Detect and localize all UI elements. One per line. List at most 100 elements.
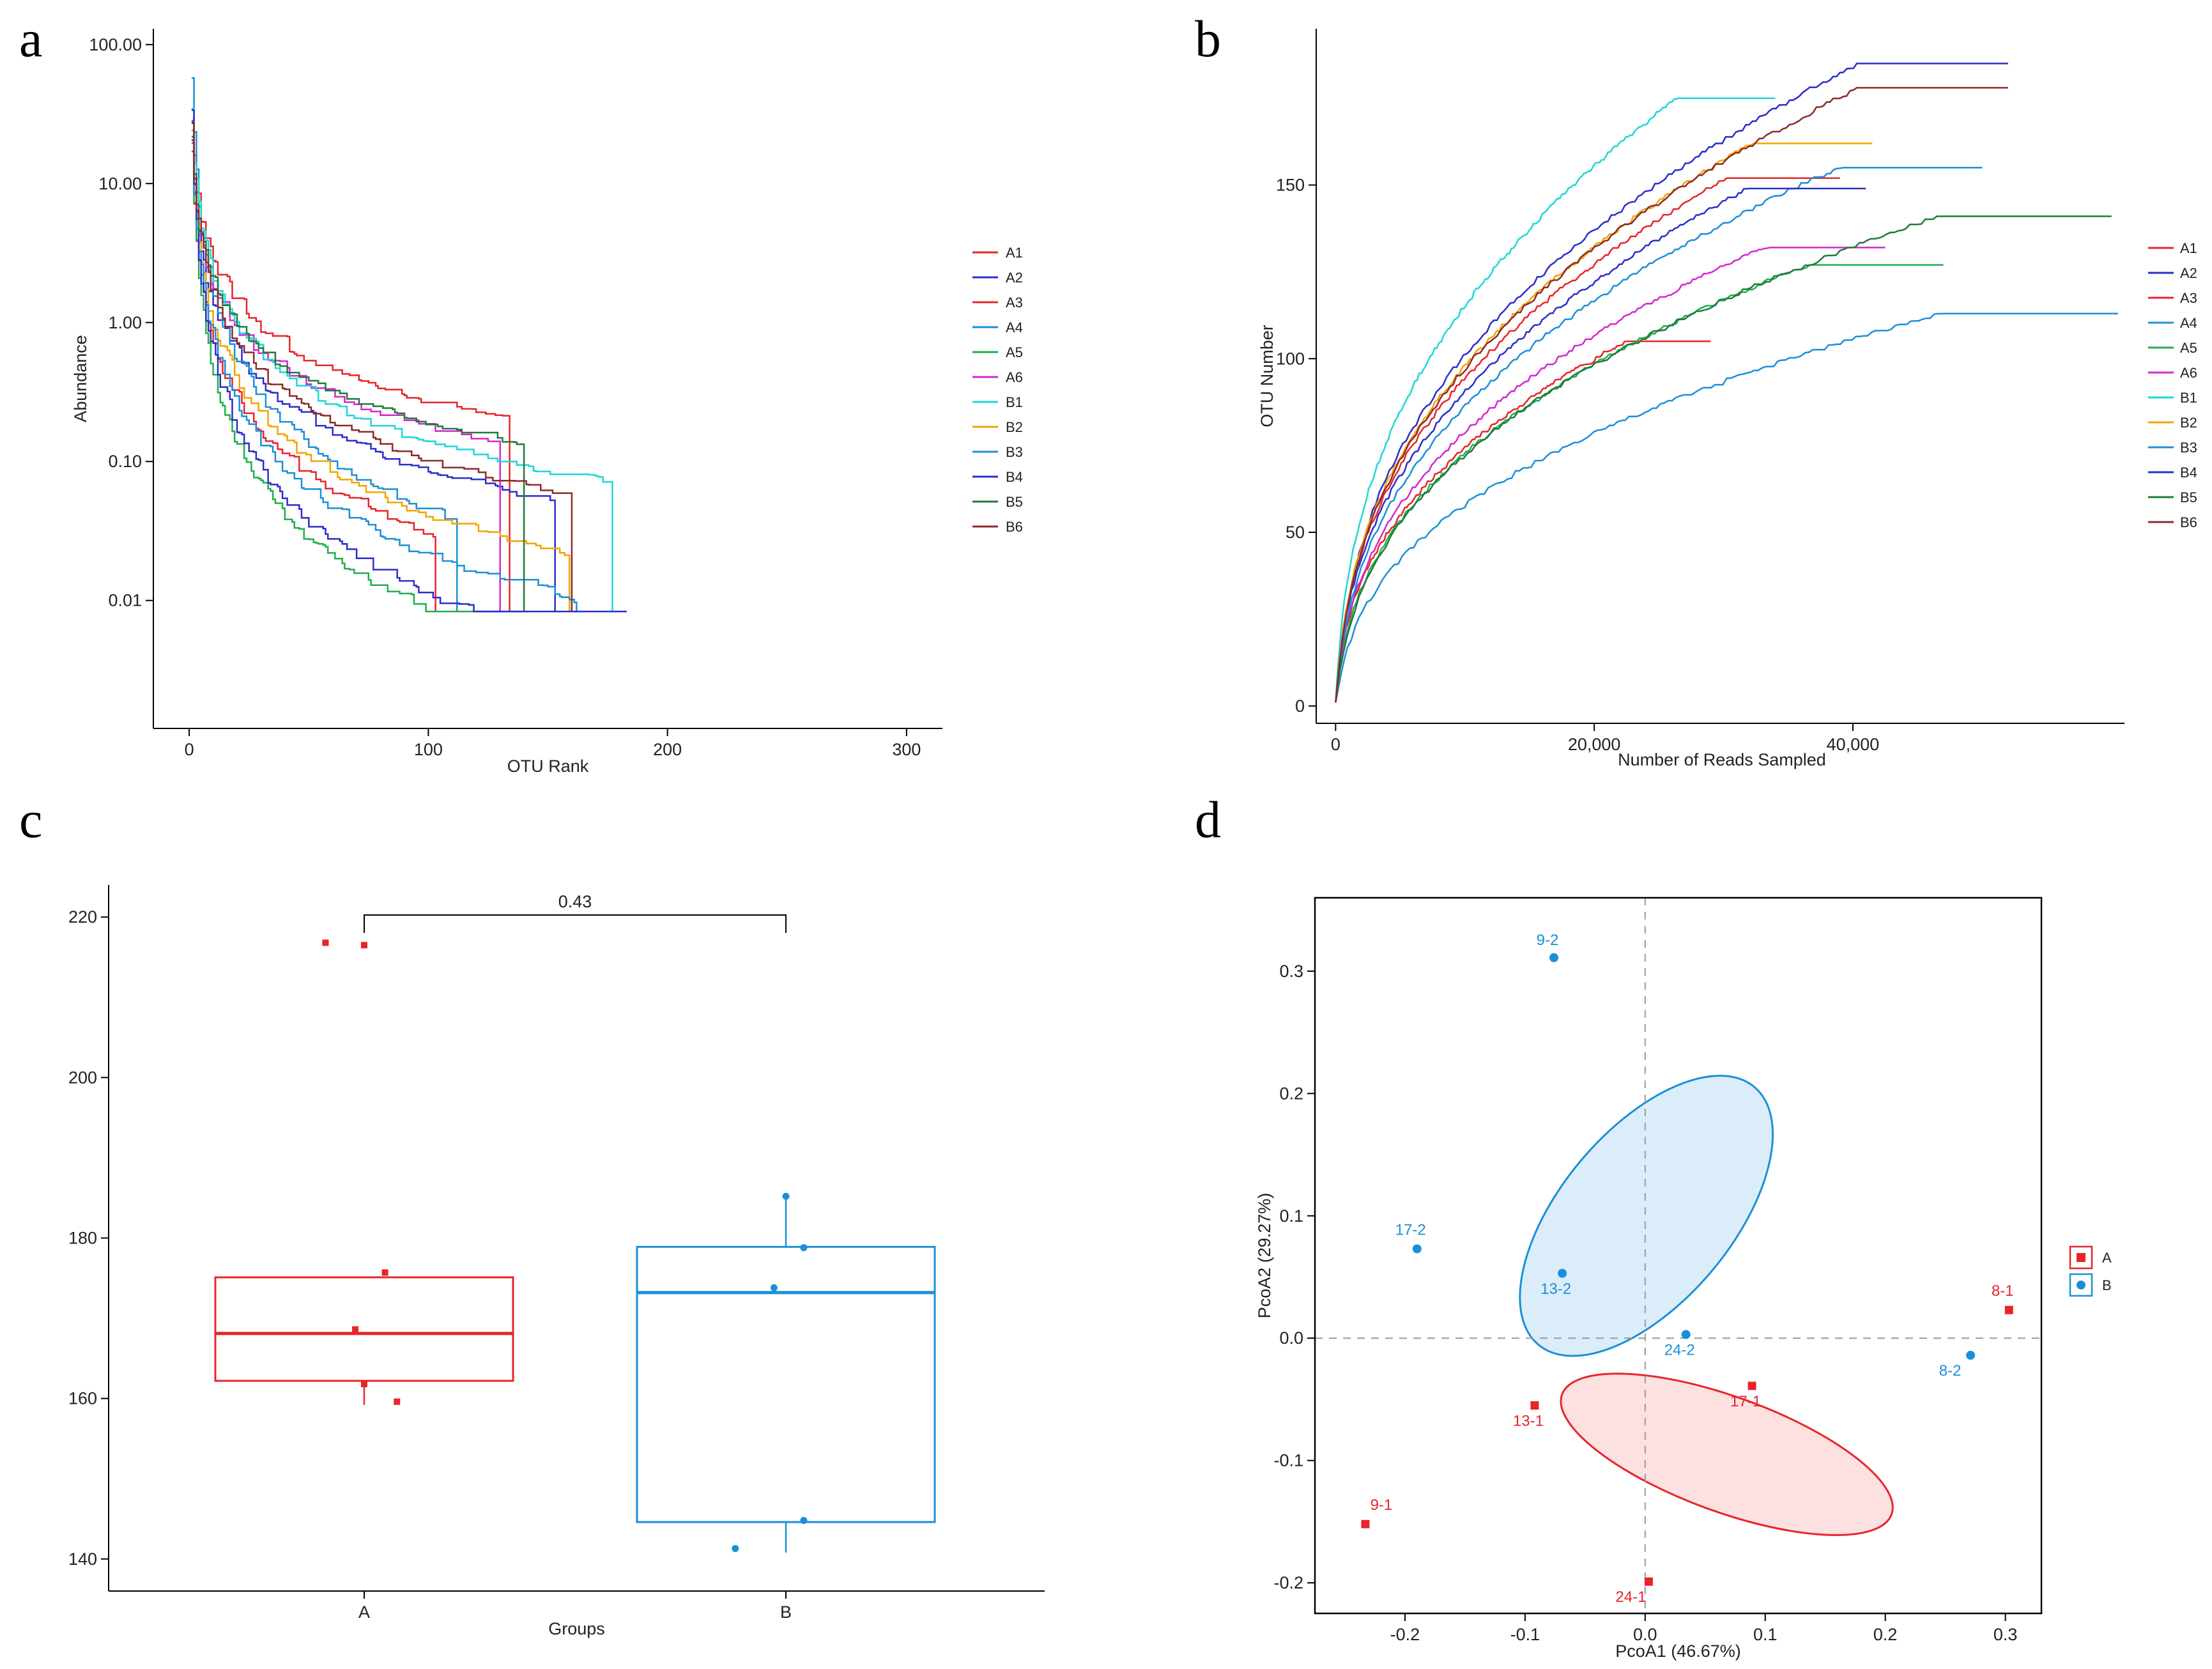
- panel-c-boxplot: 140 160 180 200 220 A B Groups 0.43: [68, 885, 1045, 1638]
- panel-b-rarefaction: 0 20,000 40,000 0 50 100 150 Number of Reads Sa…: [1257, 29, 2197, 769]
- y-tick-label: 0.2: [1279, 1084, 1303, 1103]
- legend-label-B6: B6: [2180, 514, 2197, 530]
- rarefaction-curve-B3: [1335, 167, 1983, 703]
- legend-label-A3: A3: [2180, 290, 2197, 306]
- series-line-B2: [191, 130, 571, 611]
- x-tick-label: A: [358, 1603, 370, 1622]
- panel-c-letter: c: [19, 790, 42, 849]
- x-tick-label: 0: [185, 740, 194, 759]
- x-tick-label: -0.2: [1390, 1625, 1420, 1644]
- rarefaction-curve-B5: [1335, 215, 2112, 703]
- x-tick-label: 200: [653, 740, 682, 759]
- legend-label-B1: B1: [2180, 390, 2197, 406]
- sample-point-17-2: [1412, 1244, 1422, 1254]
- data-point-A: [381, 1269, 388, 1276]
- legend-label-A6: A6: [2180, 365, 2197, 381]
- y-tick-label: 10.00: [98, 174, 142, 193]
- panel-a-letter: a: [19, 10, 42, 68]
- point-label-8-1: 8-1: [1992, 1282, 2014, 1300]
- point-label-9-1: 9-1: [1371, 1496, 1393, 1514]
- data-point-A: [352, 1326, 359, 1333]
- x-tick-label: 0.3: [1993, 1625, 2018, 1644]
- x-axis-title: Number of Reads Sampled: [1618, 750, 1826, 769]
- x-tick-label: 100: [414, 740, 443, 759]
- point-label-24-2: 24-2: [1664, 1341, 1695, 1358]
- sample-point-9-2: [1549, 953, 1558, 962]
- data-point-A: [322, 939, 329, 946]
- x-tick-label: 0.0: [1633, 1625, 1657, 1644]
- y-axis-title: Abundance: [71, 335, 90, 422]
- y-tick-label: 50: [1286, 523, 1305, 542]
- y-tick-label: 100: [1276, 349, 1305, 368]
- legend-label-B2: B2: [2180, 415, 2197, 431]
- series-line-A6: [191, 142, 501, 611]
- point-label-13-1: 13-1: [1513, 1413, 1544, 1430]
- rarefaction-curve-B4: [1335, 187, 1866, 703]
- legend-label-A6: A6: [1006, 369, 1023, 385]
- x-tick-label: 20,000: [1568, 735, 1621, 754]
- sample-point-24-1: [1644, 1577, 1653, 1586]
- plot-frame: [1314, 896, 2043, 1615]
- legend-label-A5: A5: [1006, 344, 1023, 360]
- y-tick-label: 180: [68, 1229, 97, 1248]
- legend-marker-B: [2077, 1281, 2085, 1289]
- x-axis-title: Groups: [548, 1619, 605, 1638]
- y-tick-label: 0.0: [1279, 1328, 1303, 1348]
- panel-d-pcoa: -0.2 -0.1 0.0 0.1 0.2 0.3 -0.2 -0.1 0.0 0.1 0.2 0.3…: [1255, 896, 2112, 1661]
- point-label-24-1: 24-1: [1615, 1588, 1646, 1606]
- y-tick-label: 1.00: [108, 313, 142, 332]
- y-tick-label: 100.00: [89, 35, 142, 54]
- legend-label-B4: B4: [1006, 469, 1023, 485]
- legend-label-A5: A5: [2180, 340, 2197, 356]
- rarefaction-curve-A3: [1335, 177, 1840, 703]
- series-line-A4: [191, 77, 458, 611]
- y-axis-title: PcoA2 (29.27%): [1255, 1193, 1274, 1319]
- series-line-A2: [191, 139, 556, 611]
- significance-bracket: [364, 914, 787, 933]
- sample-point-13-2: [1558, 1268, 1567, 1278]
- panel-d-letter: d: [1195, 790, 1221, 849]
- y-tick-label: 220: [68, 907, 97, 927]
- rarefaction-curve-A1: [1335, 340, 1711, 703]
- y-tick-label: 0.3: [1279, 962, 1303, 981]
- series-line-B1: [191, 107, 613, 611]
- rarefaction-curve-B2: [1335, 142, 1873, 703]
- rarefaction-curve-A4: [1335, 312, 2118, 703]
- sample-point-24-2: [1681, 1330, 1691, 1339]
- box-A: [214, 1276, 514, 1382]
- sample-point-8-1: [2004, 1305, 2013, 1314]
- legend-label-A2: A2: [2180, 265, 2197, 281]
- data-point-A: [361, 1381, 367, 1388]
- data-point-B: [770, 1284, 778, 1291]
- rarefaction-curve-A6: [1335, 247, 1886, 703]
- legend-label-A: A: [2102, 1250, 2112, 1266]
- y-tick-label: -0.1: [1273, 1451, 1303, 1470]
- data-point-A: [394, 1398, 401, 1405]
- legend-label-A4: A4: [2180, 315, 2197, 331]
- panel-a-rank-abundance: 0 100 200 300 100.00 10.00 1.00 0.10 0.01 OTU Ran…: [71, 29, 1023, 776]
- y-tick-label: 140: [68, 1550, 97, 1569]
- series-line-B6: [191, 122, 573, 611]
- sample-point-9-1: [1361, 1519, 1370, 1528]
- legend-label-B3: B3: [1006, 444, 1023, 460]
- y-tick-label: 0.1: [1279, 1206, 1303, 1226]
- rarefaction-curve-A2: [1335, 63, 2008, 703]
- point-label-17-1: 17-1: [1730, 1393, 1761, 1410]
- legend-label-B2: B2: [1006, 419, 1023, 435]
- box-B: [636, 1245, 936, 1523]
- y-tick-label: 0.10: [108, 452, 142, 471]
- legend-label-B6: B6: [1006, 519, 1023, 535]
- x-axis-title: PcoA1 (46.67%): [1615, 1642, 1741, 1661]
- data-point-B: [800, 1517, 808, 1524]
- point-label-8-2: 8-2: [1939, 1362, 1962, 1380]
- legend-marker-A: [2077, 1253, 2085, 1262]
- point-label-9-2: 9-2: [1537, 932, 1559, 949]
- y-tick-label: -0.2: [1273, 1573, 1303, 1592]
- data-point-B: [800, 1244, 808, 1252]
- series-line-B5: [191, 135, 525, 611]
- rarefaction-curve-B6: [1335, 87, 2008, 703]
- confidence-ellipse-A: [1560, 1373, 1894, 1536]
- confidence-ellipse-B: [1519, 1075, 1774, 1357]
- series-line-B3: [191, 119, 578, 611]
- data-point-B: [782, 1192, 790, 1200]
